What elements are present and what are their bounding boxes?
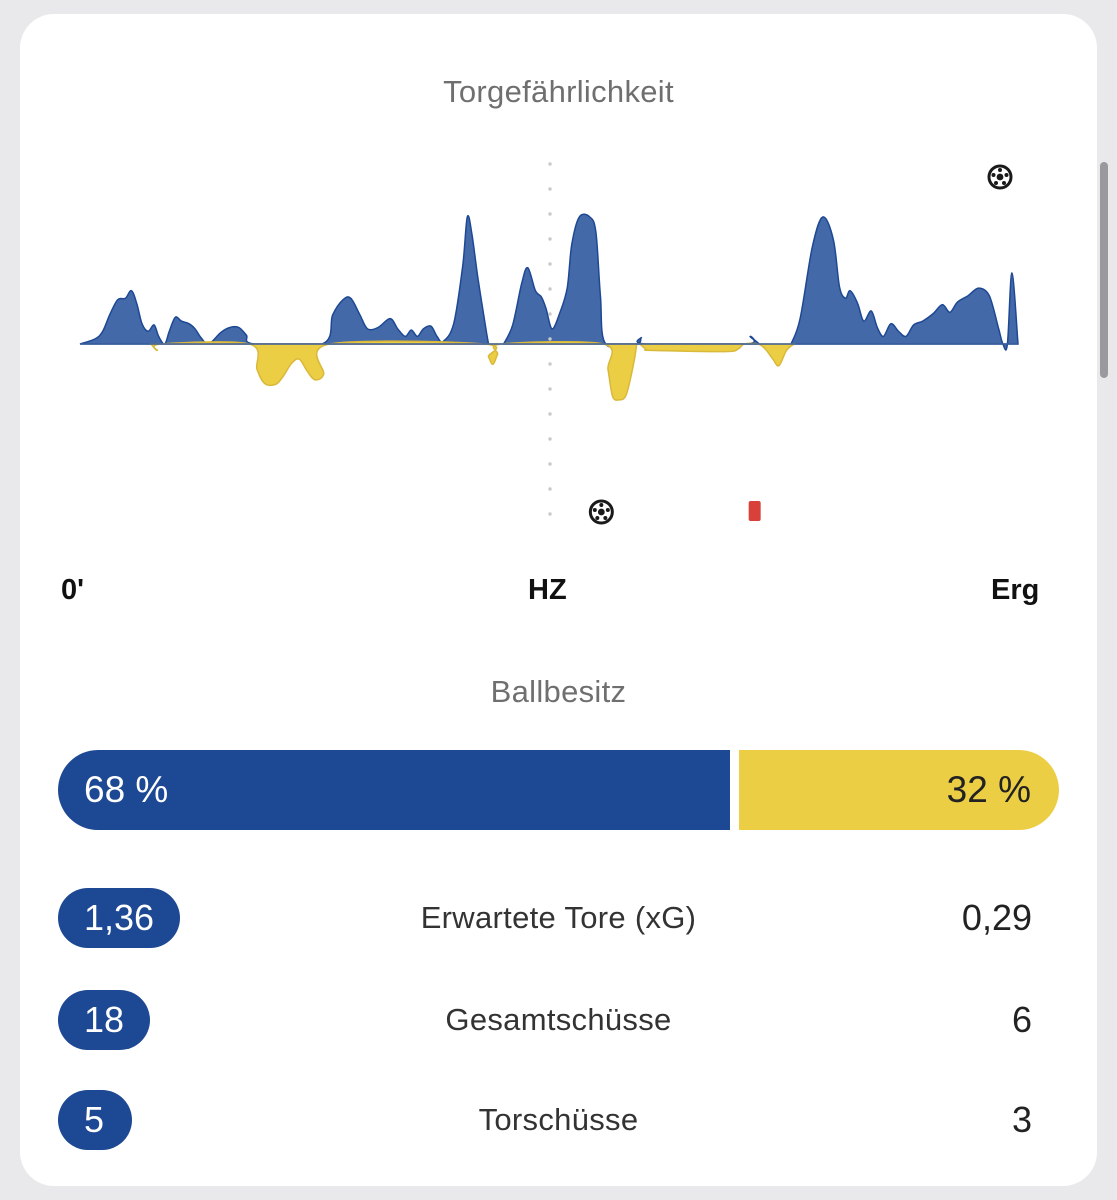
away-momentum-area-3 xyxy=(149,340,638,401)
halftime-dot xyxy=(548,512,552,516)
possession-divider xyxy=(730,750,739,830)
home-momentum-area-0 xyxy=(79,215,490,348)
halftime-dot xyxy=(548,237,552,241)
halftime-dotted-line xyxy=(548,162,552,516)
possession-home-segment: 68 % xyxy=(58,750,730,830)
away-value: 3 xyxy=(1011,1099,1032,1140)
away-value: 6 xyxy=(1011,999,1032,1040)
timeline-start-label: 0' xyxy=(61,574,85,606)
home-value-pill: 5 xyxy=(58,1090,132,1150)
halftime-dot xyxy=(548,187,552,191)
possession-bar: 68 % 32 % xyxy=(58,750,1059,830)
away-momentum-area-4 xyxy=(637,342,797,367)
momentum-chart xyxy=(79,162,1019,525)
match-stats-card: Torgefährlichkeit 0' HZ Erg Ballbesitz 6… xyxy=(20,14,1097,1186)
halftime-dot xyxy=(548,287,552,291)
halftime-dot xyxy=(548,487,552,491)
home-value-pill: 1,36 xyxy=(58,888,181,948)
stat-label: Erwartete Tore (xG) xyxy=(420,900,697,935)
away-goal-icon xyxy=(588,499,614,525)
halftime-dot xyxy=(548,437,552,441)
stat-row-xg: 1,36 Erwartete Tore (xG) 0,29 xyxy=(20,888,1097,950)
stat-label: Gesamtschüsse xyxy=(445,1002,672,1037)
home-momentum-area-2 xyxy=(790,216,1019,351)
timeline-end-label: Erg xyxy=(991,574,1040,606)
halftime-dot xyxy=(548,387,552,391)
home-goal-icon xyxy=(987,164,1013,190)
halftime-dot xyxy=(548,212,552,216)
chart-title: Torgefährlichkeit xyxy=(443,74,674,109)
timeline-halftime-label: HZ xyxy=(528,574,567,606)
red-card-icon xyxy=(748,501,761,521)
possession-away-segment: 32 % xyxy=(739,750,1059,830)
away-value: 0,29 xyxy=(961,897,1032,938)
possession-title: Ballbesitz xyxy=(490,674,627,709)
stat-row-total-shots: 18 Gesamtschüsse 6 xyxy=(20,990,1097,1052)
halftime-dot xyxy=(548,162,552,166)
halftime-dot xyxy=(548,312,552,316)
home-momentum-area-1 xyxy=(502,213,762,349)
halftime-dot xyxy=(548,362,552,366)
home-value-pill: 18 xyxy=(58,990,151,1050)
halftime-dot xyxy=(548,462,552,466)
vertical-scrollbar[interactable] xyxy=(1100,162,1108,378)
stat-label: Torschüsse xyxy=(478,1102,639,1137)
halftime-dot xyxy=(548,262,552,266)
halftime-dot xyxy=(548,412,552,416)
stat-row-shots-on-target: 5 Torschüsse 3 xyxy=(20,1090,1097,1152)
halftime-dot xyxy=(548,337,552,341)
